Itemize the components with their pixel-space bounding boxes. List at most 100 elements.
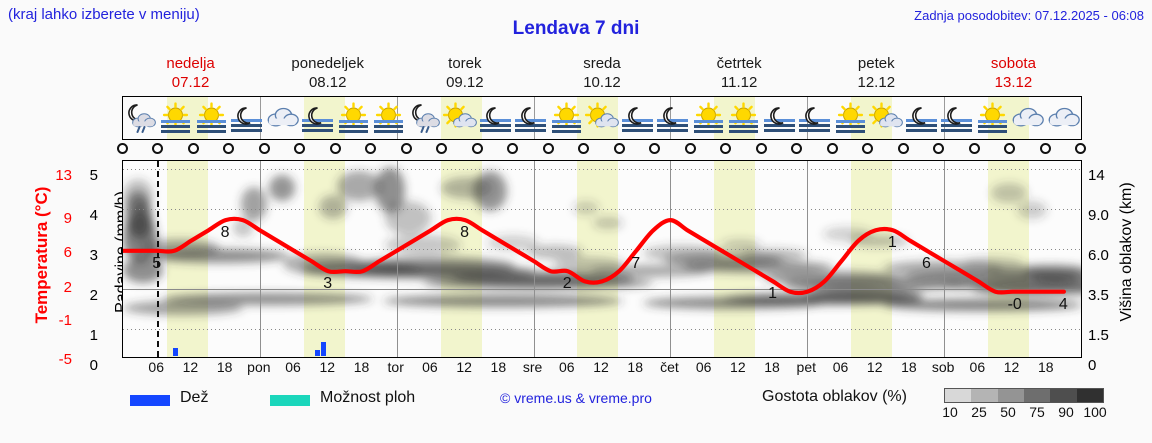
x-axis-tick: 18: [764, 359, 780, 375]
temperature-value-label: 2: [562, 275, 572, 293]
temperature-curve: [123, 161, 1081, 357]
moon-haze-icon: [797, 97, 832, 139]
day-date: 11.12: [720, 74, 758, 91]
rain-legend-label: Dež: [180, 389, 209, 406]
day-separator: [944, 97, 946, 139]
x-axis-tick: 12: [730, 359, 746, 375]
x-axis-tick: 18: [901, 359, 917, 375]
temperature-tick: 2: [63, 279, 72, 296]
cloud-height-tick: 9.0: [1088, 207, 1109, 224]
cloud-density-step: [1076, 389, 1103, 402]
sun-cloud-icon: [584, 97, 620, 139]
x-axis-tick: 06: [695, 359, 712, 375]
cloud-icon: [1010, 97, 1045, 139]
temperature-value-label: 5: [152, 254, 162, 272]
wind-calm-symbol: [684, 143, 696, 154]
day-date: 13.12: [994, 74, 1033, 91]
x-axis-tick: 06: [422, 359, 438, 375]
day-separator: [396, 97, 398, 139]
wind-calm-symbol: [1039, 143, 1051, 154]
wind-calm-symbol: [258, 143, 270, 154]
temperature-tick: 9: [63, 210, 72, 227]
wind-calm-symbol: [897, 143, 909, 154]
page-title: Lendava 7 dni: [512, 18, 640, 39]
day-header-3: sreda 10.12: [533, 54, 670, 92]
moon-haze-icon: [655, 97, 690, 139]
temperature-value-label: 7: [631, 254, 641, 272]
wind-calm-symbol: [613, 143, 625, 154]
x-axis-tick: pet: [796, 359, 817, 375]
precipitation-tick: 0: [89, 357, 98, 374]
sun-haze-icon: [194, 97, 229, 139]
day-date: 08.12: [308, 74, 347, 91]
x-axis-tick: 18: [216, 359, 233, 375]
rain-bar: [172, 348, 178, 356]
temperature-value-label: 6: [922, 254, 931, 272]
cloud-density-level-label: 75: [1029, 404, 1045, 420]
sun-haze-icon: [726, 97, 761, 139]
cloud-icon: [265, 97, 300, 139]
x-axis-tick: 12: [866, 359, 883, 375]
last-update-label: Zadnja posodobitev: 07.12.2025 - 06:08: [914, 8, 1144, 23]
x-axis-tick: sob: [931, 359, 955, 375]
cloud-density-level-label: 90: [1058, 404, 1074, 420]
wind-calm-symbol: [968, 143, 980, 154]
wind-calm-symbol: [649, 143, 661, 154]
wind-calm-symbol: [365, 143, 377, 154]
moon-haze-icon: [513, 97, 548, 139]
moon-haze-icon: [762, 97, 797, 139]
cloud-height-tick: 0: [1088, 357, 1097, 374]
sun-haze-icon: [975, 97, 1010, 139]
precipitation-tick: 1: [89, 327, 98, 344]
wind-calm-symbol: [329, 143, 341, 154]
wind-calm-symbol: [1075, 143, 1086, 154]
day-name: nedelja: [166, 55, 215, 72]
day-name: četrtek: [716, 55, 762, 72]
day-date: 07.12: [171, 74, 210, 91]
day-date: 10.12: [583, 74, 621, 91]
day-separator: [670, 97, 672, 139]
gridline-vertical: [259, 161, 261, 357]
temperature-value-label: 3: [323, 275, 333, 293]
cloud-density-level-label: 100: [1083, 404, 1107, 420]
temperature-value-label: -0: [1007, 295, 1022, 313]
moon-haze-icon: [904, 97, 939, 139]
x-axis-tick: 12: [456, 359, 472, 375]
rain-bar: [321, 342, 327, 356]
day-header-4: četrtek 11.12: [671, 54, 808, 92]
moon-cloud-fog-icon: [407, 97, 442, 139]
cloud-height-tick: 14: [1088, 167, 1105, 184]
gridline-horizontal: [123, 329, 1081, 330]
cloud-density-step: [945, 389, 972, 402]
x-axis-tick: sre: [522, 359, 543, 375]
temperature-tick: -1: [58, 312, 72, 329]
wind-calm-symbol: [826, 143, 838, 154]
x-axis-tick: 18: [353, 359, 370, 375]
day-header-6: sobota 13.12: [945, 54, 1082, 92]
x-axis-tick: 18: [1037, 359, 1054, 375]
moon-haze-icon: [620, 97, 655, 139]
showers-legend-label: Možnost ploh: [320, 389, 416, 406]
cloud-density-color-ramp: [944, 388, 1104, 403]
gridline-vertical: [670, 161, 672, 357]
day-date: 12.12: [857, 74, 896, 91]
location-menu-hint: (kraj lahko izberete v meniju): [8, 6, 200, 23]
cloud-height-tick: 6.0: [1088, 247, 1109, 264]
wind-calm-symbol: [471, 143, 483, 154]
gridline-horizontal: [123, 249, 1081, 250]
x-axis-tick: 06: [558, 359, 575, 375]
wind-calm-symbol: [578, 143, 590, 154]
precipitation-tick: 5: [89, 167, 98, 184]
wind-calm-symbol: [187, 143, 199, 154]
cloud-density-step: [971, 389, 998, 402]
x-axis-tick: 06: [148, 359, 164, 375]
day-header-row: nedelja 07.12 ponedeljek 08.12 torek 09.12 sre…: [122, 54, 1082, 92]
x-axis-tick: 12: [182, 359, 199, 375]
day-header-0: nedelja 07.12: [122, 54, 259, 92]
temperature-value-label: 8: [220, 224, 230, 242]
rain-bar: [314, 350, 320, 356]
gridline-horizontal: [123, 209, 1081, 210]
sun-haze-icon: [691, 97, 726, 139]
gridline-vertical: [396, 161, 398, 357]
day-name: ponedeljek: [291, 55, 364, 72]
